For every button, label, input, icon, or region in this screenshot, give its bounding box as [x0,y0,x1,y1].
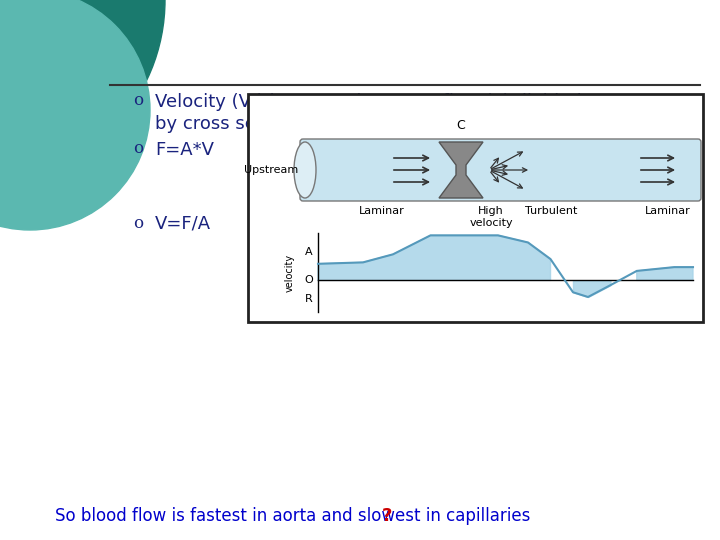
Text: F=A*V: F=A*V [155,141,214,159]
Text: o: o [133,92,143,109]
Text: Upstream: Upstream [244,165,298,175]
FancyBboxPatch shape [300,139,701,201]
Text: C: C [456,119,465,132]
Circle shape [0,0,150,230]
Text: o: o [133,215,143,232]
Text: Velocity (V ) is proportionate to flow (F) divided: Velocity (V ) is proportionate to flow (… [155,93,582,111]
Text: o: o [133,140,143,157]
Text: O: O [305,275,313,286]
Polygon shape [439,142,483,198]
Ellipse shape [294,142,316,198]
Text: by cross sectional area of the blood vessel (A):: by cross sectional area of the blood ves… [155,115,577,133]
Text: Laminar: Laminar [645,206,691,216]
Text: So blood flow is fastest in aorta and slowest in capillaries: So blood flow is fastest in aorta and sl… [55,507,536,525]
Text: velocity: velocity [285,253,295,292]
Bar [248,94,703,322]
Text: High
velocity: High velocity [469,206,513,227]
Text: ?: ? [382,507,392,525]
Text: Turbulent: Turbulent [525,206,577,216]
Text: A: A [305,247,313,257]
Circle shape [0,0,165,185]
Text: Laminar: Laminar [359,206,405,216]
Text: R: R [305,294,313,305]
Text: V=F/A: V=F/A [155,215,211,233]
